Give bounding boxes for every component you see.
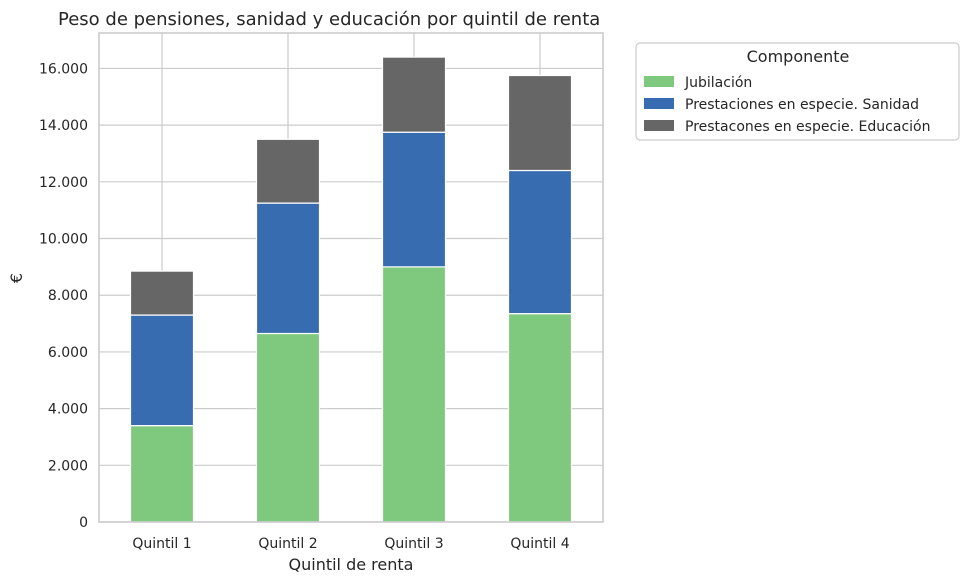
x-axis-ticks: Quintil 1 Quintil 2 Quintil 3 Quintil 4 — [132, 536, 569, 552]
bar-segment-series-2 — [507, 74, 573, 172]
legend-label: Prestaciones en especie. Sanidad — [685, 97, 919, 113]
x-tick-label: Quintil 4 — [510, 536, 569, 552]
x-tick-label: Quintil 3 — [384, 536, 443, 552]
y-tick-label: 6.000 — [48, 345, 88, 361]
y-tick-label: 0 — [79, 515, 88, 531]
bar-segment-series-0 — [255, 332, 321, 523]
legend-label: Jubilación — [684, 75, 752, 91]
plot-frame — [98, 32, 604, 523]
y-axis-ticks: 0 2.000 4.000 6.000 8.000 10.000 12.000 14.000 1… — [39, 61, 88, 531]
bar-segment-series-1 — [381, 131, 447, 268]
bar-segment-series-0 — [381, 266, 447, 523]
bar-segment-series-2 — [255, 138, 321, 204]
y-tick-label: 4.000 — [48, 402, 88, 418]
bar-segment-series-1 — [507, 169, 573, 315]
legend-label: Prestacones en especie. Educación — [685, 119, 930, 135]
legend-title: Componente — [747, 47, 850, 66]
y-tick-label: 2.000 — [48, 458, 88, 474]
chart-title: Peso de pensiones, sanidad y educación p… — [58, 9, 600, 30]
y-tick-label: 8.000 — [48, 288, 88, 304]
legend: Componente Jubilación Prestaciones en esp… — [635, 42, 960, 141]
bar-segment-series-1 — [255, 202, 321, 335]
x-tick-label: Quintil 1 — [132, 536, 191, 552]
bar-segment-series-2 — [129, 270, 195, 316]
legend-items: Jubilación Prestaciones en especie. Sanid… — [644, 75, 930, 135]
y-axis-label: € — [7, 273, 26, 283]
legend-swatch — [644, 98, 674, 109]
legend-swatch — [644, 76, 674, 87]
y-tick-label: 16.000 — [39, 61, 88, 77]
y-tick-label: 12.000 — [39, 175, 88, 191]
legend-swatch — [644, 120, 674, 131]
legend-box — [635, 42, 960, 141]
bar-segment-series-0 — [129, 425, 195, 523]
bars — [129, 56, 573, 523]
y-tick-label: 14.000 — [39, 118, 88, 134]
y-tick-label: 10.000 — [39, 232, 88, 248]
x-tick-label: Quintil 2 — [258, 536, 317, 552]
bar-segment-series-0 — [507, 313, 573, 523]
bar-segment-series-1 — [129, 314, 195, 427]
x-axis-label: Quintil de renta — [289, 555, 414, 574]
bar-segment-series-2 — [381, 56, 447, 133]
